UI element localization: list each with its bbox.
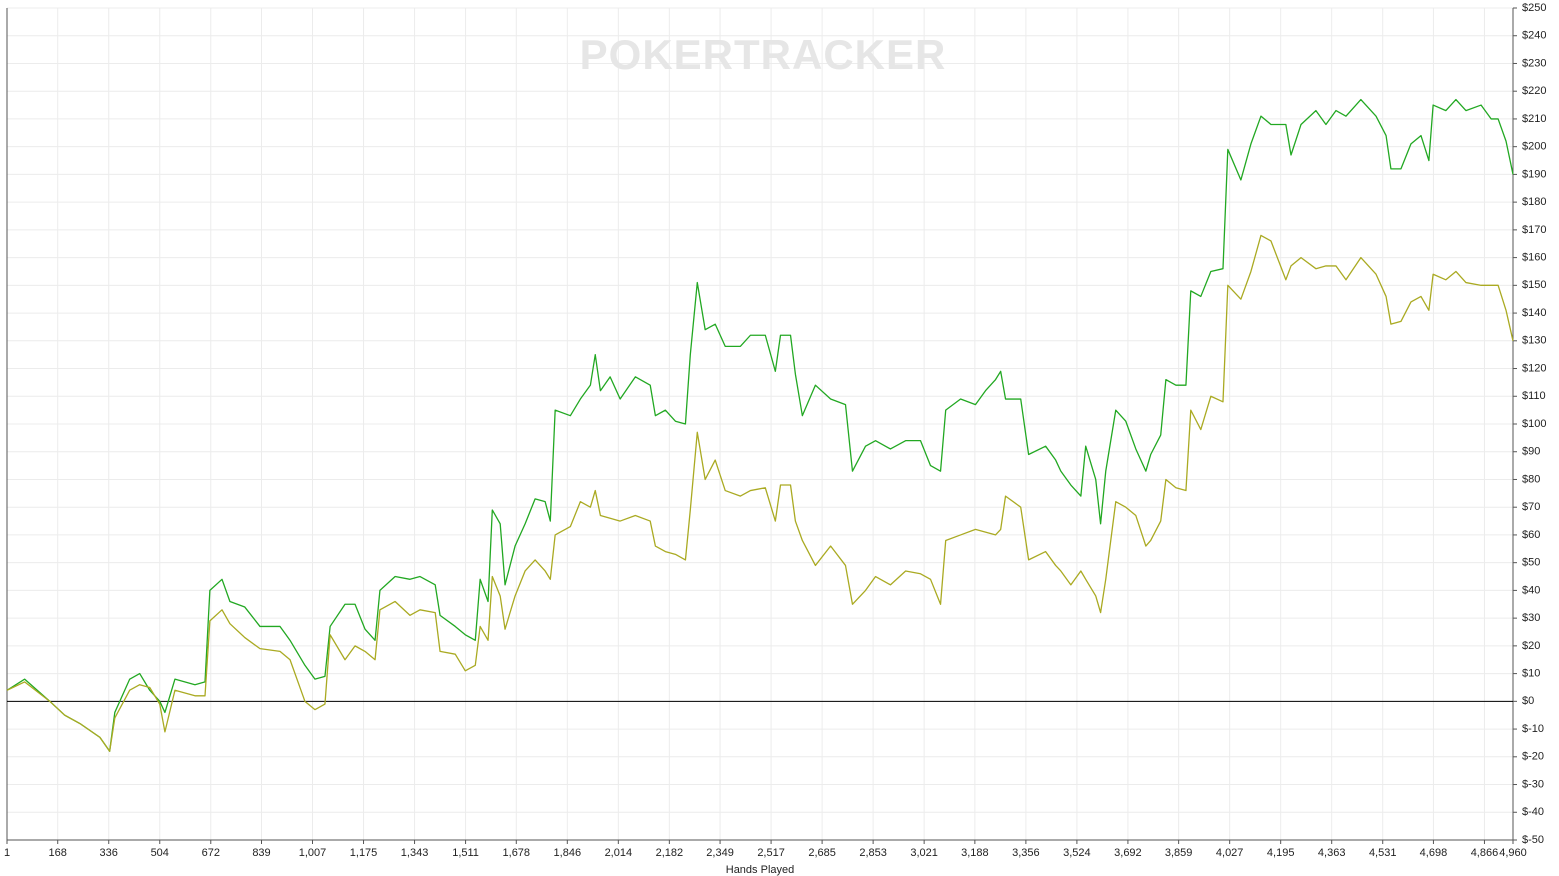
x-tick-label: 168 <box>49 847 67 859</box>
y-tick-label: $90 <box>1522 446 1540 458</box>
y-tick-label: $240 <box>1522 30 1546 42</box>
x-tick-label: 2,014 <box>605 847 633 859</box>
x-tick-label: 3,356 <box>1012 847 1040 859</box>
x-tick-label: 2,517 <box>757 847 785 859</box>
y-tick-label: $210 <box>1522 113 1546 125</box>
y-tick-label: $-40 <box>1522 806 1544 818</box>
x-tick-label: 4,027 <box>1216 847 1244 859</box>
y-tick-label: $150 <box>1522 279 1546 291</box>
y-tick-label: $0 <box>1522 695 1534 707</box>
x-tick-label: 3,021 <box>910 847 938 859</box>
watermark: POKERTRACKER <box>580 31 947 78</box>
y-tick-label: $180 <box>1522 196 1546 208</box>
y-tick-label: $-10 <box>1522 723 1544 735</box>
x-tick-label: 4,363 <box>1318 847 1346 859</box>
x-tick-label: 1,846 <box>554 847 582 859</box>
series-line <box>6 234 1514 752</box>
x-tick-label: 4,698 <box>1420 847 1448 859</box>
y-tick-label: $110 <box>1522 390 1546 402</box>
x-tick-label: 1,678 <box>503 847 531 859</box>
x-tick-label: 2,685 <box>808 847 836 859</box>
x-tick-label: 2,182 <box>656 847 684 859</box>
x-tick-label: 3,859 <box>1165 847 1193 859</box>
y-tick-label: $20 <box>1522 640 1540 652</box>
y-tick-label: $250 <box>1522 2 1546 14</box>
y-tick-label: $140 <box>1522 307 1546 319</box>
x-tick-label: 2,853 <box>859 847 887 859</box>
y-tick-label: $130 <box>1522 335 1546 347</box>
x-tick-label: 839 <box>252 847 270 859</box>
x-tick-label: 1,343 <box>401 847 429 859</box>
y-tick-label: $40 <box>1522 584 1540 596</box>
x-tick-label: 1 <box>4 847 10 859</box>
x-tick-label: 2,349 <box>706 847 734 859</box>
x-tick-label: 1,007 <box>299 847 327 859</box>
x-tick-label: 4,531 <box>1369 847 1397 859</box>
y-tick-label: $-20 <box>1522 751 1544 763</box>
y-tick-label: $230 <box>1522 57 1546 69</box>
x-tick-label: 504 <box>151 847 169 859</box>
y-tick-label: $70 <box>1522 501 1540 513</box>
series-line <box>6 98 1514 752</box>
y-tick-label: $10 <box>1522 668 1540 680</box>
y-tick-label: $160 <box>1522 252 1546 264</box>
y-tick-label: $220 <box>1522 85 1546 97</box>
x-tick-label: 4,960 <box>1499 847 1527 859</box>
y-tick-label: $50 <box>1522 557 1540 569</box>
y-tick-label: $80 <box>1522 473 1540 485</box>
y-tick-label: $-30 <box>1522 778 1544 790</box>
y-tick-label: $190 <box>1522 168 1546 180</box>
x-tick-label: 672 <box>202 847 220 859</box>
x-tick-label: 4,866 <box>1471 847 1499 859</box>
x-tick-label: 4,195 <box>1267 847 1295 859</box>
x-axis-label: Hands Played <box>726 864 795 876</box>
y-tick-label: $120 <box>1522 362 1546 374</box>
x-tick-label: 336 <box>100 847 118 859</box>
x-tick-label: 3,692 <box>1114 847 1142 859</box>
y-tick-label: $60 <box>1522 529 1540 541</box>
x-tick-label: 1,175 <box>350 847 378 859</box>
y-tick-label: $-50 <box>1522 834 1544 846</box>
x-tick-label: 3,524 <box>1063 847 1091 859</box>
x-tick-label: 3,188 <box>961 847 989 859</box>
y-tick-label: $100 <box>1522 418 1546 430</box>
y-tick-label: $170 <box>1522 224 1546 236</box>
y-tick-label: $200 <box>1522 141 1546 153</box>
y-tick-label: $30 <box>1522 612 1540 624</box>
x-tick-label: 1,511 <box>452 847 479 859</box>
